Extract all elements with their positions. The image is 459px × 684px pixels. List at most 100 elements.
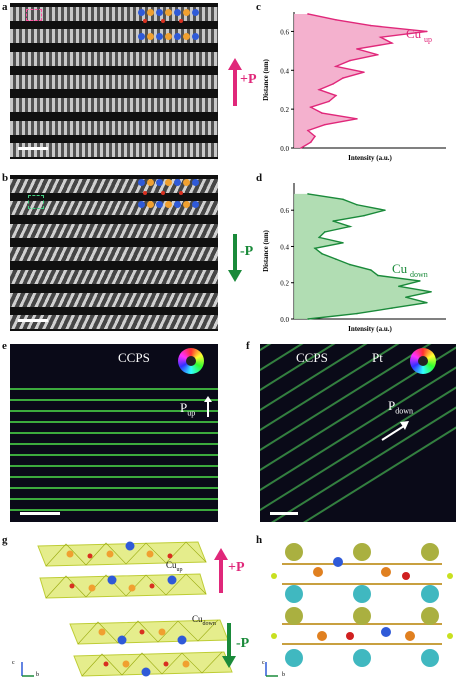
y-tick-label: 0.0 <box>280 145 289 153</box>
p-up-arrow-icon <box>204 396 212 417</box>
profile-point <box>379 36 382 39</box>
arrow-up-icon <box>228 58 242 106</box>
annotation-sub-label: up <box>424 35 432 44</box>
y-tick-label: 0.6 <box>280 207 289 215</box>
y-tick-label: 0.6 <box>280 28 289 36</box>
profile-point <box>309 141 312 143</box>
profile-line <box>300 13 427 149</box>
arrow-down-icon <box>222 623 236 668</box>
profile-point <box>356 203 358 206</box>
plus-p-label-g: +P <box>228 560 245 575</box>
profile-point <box>377 274 379 277</box>
ccps-map-up: CCPS Pup <box>10 344 218 522</box>
panel-label-a: a <box>2 1 8 13</box>
x-axis-label: Intensity (a.u.) <box>348 325 392 333</box>
p-down-label: Pdown <box>388 398 414 416</box>
y-tick-label: 0.2 <box>280 280 289 288</box>
profile-line <box>307 193 432 320</box>
profile-point <box>342 77 344 79</box>
chart-cu-up: 0.0 0.2 0.4 0.6 Intensity (a.u.) Distance (nm… <box>262 12 446 162</box>
stem-image-down <box>10 175 218 331</box>
profile-point <box>430 291 432 293</box>
profile-point <box>426 301 428 304</box>
profile-point <box>335 65 337 68</box>
annotation-label: Cu <box>406 26 422 41</box>
profile-point <box>342 242 344 244</box>
arrow-up-icon <box>214 548 228 593</box>
profile-point <box>370 24 372 27</box>
y-tick-label: 0.4 <box>280 67 289 75</box>
panel-label-b: b <box>2 172 9 184</box>
panel-label-e: e <box>2 340 7 352</box>
profile-point <box>405 296 407 299</box>
profile-point <box>335 18 337 21</box>
panel-label-c: c <box>256 1 261 13</box>
minus-p-label-g: -P <box>236 636 250 651</box>
profile-area <box>294 193 432 319</box>
profile-point <box>307 318 309 320</box>
panel-label-f: f <box>246 340 250 352</box>
structure-ball-stick-h <box>265 543 453 677</box>
profile-point <box>363 71 365 74</box>
profile-point <box>342 198 344 201</box>
profile-point <box>391 42 393 44</box>
profile-point <box>307 193 309 195</box>
profile-point <box>349 59 351 62</box>
annotation-sub-label: down <box>410 270 428 279</box>
y-axis-label: Distance (nm) <box>262 229 270 271</box>
p-down-arrow-icon <box>381 421 409 441</box>
ccps-label-f: CCPS <box>296 350 328 365</box>
profile-point <box>332 83 334 85</box>
profile-point <box>314 247 316 250</box>
profile-point <box>335 258 337 260</box>
cu-up-label: Cuup <box>166 560 183 573</box>
profile-point <box>318 88 320 91</box>
profile-point <box>332 220 334 222</box>
arrow-down-icon <box>228 234 242 282</box>
panel-label-g: g <box>2 534 8 546</box>
profile-point <box>398 285 400 288</box>
y-tick-label: 0.4 <box>280 243 289 251</box>
axis-b-label-g: b <box>36 672 39 678</box>
profile-point <box>300 147 302 149</box>
panel-label-h: h <box>256 534 263 546</box>
profile-point <box>307 129 309 132</box>
stem-image-up <box>10 3 218 159</box>
profile-point <box>323 123 326 126</box>
profile-point <box>384 209 386 211</box>
profile-point <box>309 106 312 108</box>
minus-p-label: -P <box>240 244 254 259</box>
profile-point <box>314 135 316 138</box>
profile-point <box>321 252 323 255</box>
annotation-label: Cu <box>392 261 408 276</box>
chart-cu-down: 0.0 0.2 0.4 0.6 Intensity (a.u.) Distance (nm… <box>262 183 446 333</box>
profile-point <box>307 13 309 15</box>
panel-label-d: d <box>256 172 263 184</box>
axis-b-label-h: b <box>282 672 285 678</box>
p-up-label: Pup <box>180 400 196 418</box>
profile-point <box>318 236 320 239</box>
y-tick-label: 0.2 <box>280 106 289 114</box>
profile-point <box>377 53 379 56</box>
axis-c-label-g: c <box>12 660 15 666</box>
x-axis-label: Intensity (a.u.) <box>348 154 392 162</box>
ccps-label-e: CCPS <box>118 350 150 365</box>
axis-c-label-h: c <box>262 660 265 666</box>
profile-point <box>426 30 428 33</box>
profile-point <box>335 94 337 97</box>
profile-point <box>323 231 326 233</box>
ccps-map-down: CCPS Pt Pdown <box>260 344 456 522</box>
plus-p-label: +P <box>240 72 257 87</box>
profile-point <box>321 112 323 114</box>
profile-point <box>328 100 330 103</box>
profile-point <box>349 263 351 266</box>
structure-schematic-g <box>21 541 233 677</box>
y-tick-label: 0.0 <box>280 316 289 324</box>
profile-point <box>356 312 358 315</box>
profile-point <box>356 118 358 120</box>
y-axis-label: Distance (nm) <box>262 58 270 100</box>
color-wheel-icon <box>410 348 436 374</box>
profile-point <box>363 214 365 217</box>
profile-point <box>349 225 351 228</box>
pt-label: Pt <box>372 350 383 365</box>
